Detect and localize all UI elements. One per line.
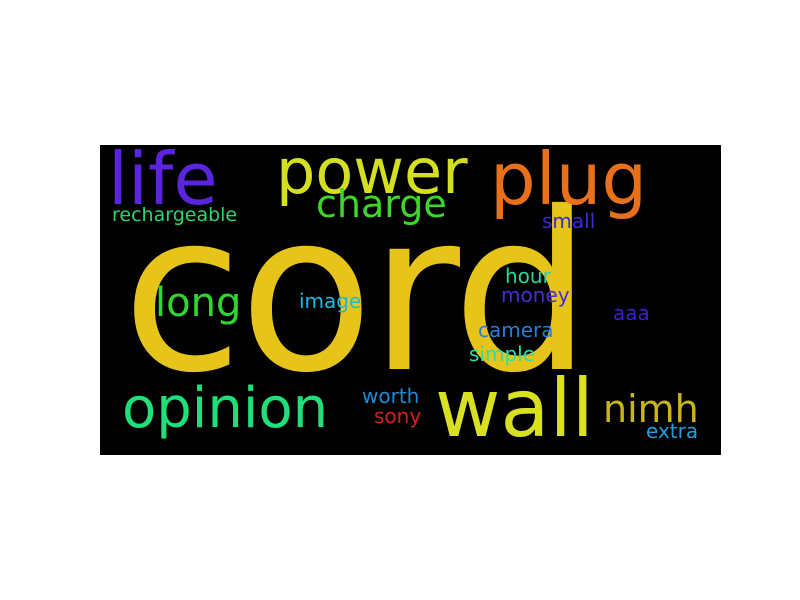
word-small: small bbox=[542, 209, 596, 233]
word-extra: extra bbox=[646, 419, 699, 443]
word-cord: cord bbox=[122, 165, 592, 421]
word-power: power bbox=[276, 145, 468, 208]
word-worth: worth bbox=[362, 384, 420, 408]
word-simple: simple bbox=[469, 342, 536, 366]
word-life: life bbox=[108, 145, 218, 221]
word-money: money bbox=[501, 283, 570, 307]
word-aaa: aaa bbox=[613, 301, 650, 325]
word-rechargeable: rechargeable bbox=[112, 204, 238, 226]
word-cloud: cord power life plug charge rechargeable… bbox=[100, 145, 721, 455]
word-image: image bbox=[299, 289, 362, 313]
word-hour: hour bbox=[505, 264, 551, 288]
word-sony: sony bbox=[374, 404, 422, 428]
word-long: long bbox=[155, 280, 242, 326]
word-camera: camera bbox=[478, 318, 554, 342]
word-wall: wall bbox=[435, 362, 594, 455]
word-plug: plug bbox=[490, 145, 648, 221]
word-opinion: opinion bbox=[122, 376, 329, 441]
word-nimh: nimh bbox=[603, 387, 699, 431]
word-charge: charge bbox=[316, 182, 447, 226]
